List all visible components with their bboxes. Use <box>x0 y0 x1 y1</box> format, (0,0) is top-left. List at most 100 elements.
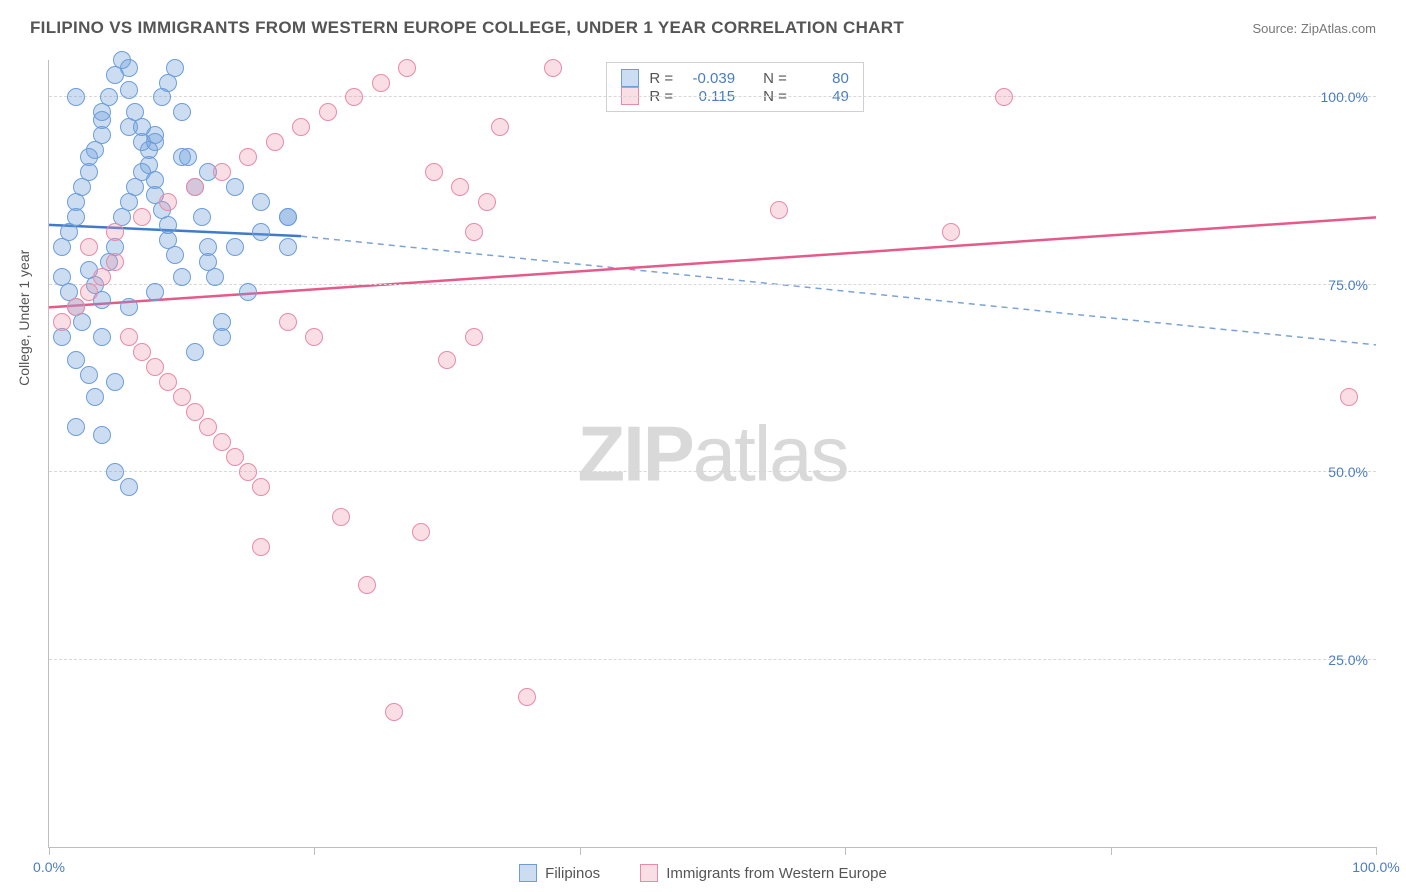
scatter-point <box>133 208 151 226</box>
scatter-point <box>213 313 231 331</box>
scatter-point <box>120 298 138 316</box>
watermark: ZIPatlas <box>577 408 847 499</box>
r-value-series1: -0.039 <box>683 70 735 87</box>
scatter-point <box>133 163 151 181</box>
scatter-point <box>173 103 191 121</box>
scatter-point <box>398 59 416 77</box>
scatter-point <box>193 208 211 226</box>
scatter-point <box>279 238 297 256</box>
scatter-point <box>319 103 337 121</box>
scatter-point <box>173 388 191 406</box>
y-tick-label: 100.0% <box>1321 89 1368 105</box>
scatter-point <box>186 178 204 196</box>
scatter-point <box>106 253 124 271</box>
correlation-stats-box: R = -0.039 N = 80 R = 0.115 N = 49 <box>606 62 864 112</box>
scatter-point <box>491 118 509 136</box>
gridline-h <box>49 659 1376 660</box>
scatter-point <box>1340 388 1358 406</box>
scatter-point <box>146 283 164 301</box>
scatter-point <box>252 478 270 496</box>
scatter-point <box>478 193 496 211</box>
scatter-point <box>67 298 85 316</box>
scatter-point <box>80 283 98 301</box>
legend-swatch-series1 <box>519 864 537 882</box>
scatter-point <box>770 201 788 219</box>
scatter-point <box>67 418 85 436</box>
chart-area: College, Under 1 year ZIPatlas R = -0.03… <box>48 60 1376 848</box>
scatter-point <box>186 343 204 361</box>
scatter-point <box>226 178 244 196</box>
scatter-point <box>106 223 124 241</box>
trend-lines-svg <box>49 60 1376 847</box>
scatter-point <box>166 59 184 77</box>
x-tick <box>845 847 846 855</box>
scatter-point <box>266 133 284 151</box>
scatter-point <box>106 463 124 481</box>
scatter-point <box>199 253 217 271</box>
scatter-point <box>345 88 363 106</box>
scatter-point <box>159 193 177 211</box>
scatter-point <box>213 433 231 451</box>
y-tick-label: 25.0% <box>1328 652 1368 668</box>
scatter-point <box>544 59 562 77</box>
scatter-point <box>213 163 231 181</box>
scatter-point <box>120 118 138 136</box>
scatter-point <box>80 238 98 256</box>
legend-swatch-series2 <box>640 864 658 882</box>
scatter-point <box>186 403 204 421</box>
y-axis-label: College, Under 1 year <box>16 250 32 386</box>
scatter-point <box>93 426 111 444</box>
scatter-point <box>279 208 297 226</box>
scatter-point <box>305 328 323 346</box>
scatter-point <box>451 178 469 196</box>
scatter-point <box>159 373 177 391</box>
scatter-point <box>173 148 191 166</box>
x-tick <box>49 847 50 855</box>
scatter-point <box>372 74 390 92</box>
scatter-point <box>279 313 297 331</box>
scatter-point <box>412 523 430 541</box>
scatter-point <box>173 268 191 286</box>
legend-item-series2: Immigrants from Western Europe <box>640 864 887 882</box>
x-tick <box>1376 847 1377 855</box>
scatter-point <box>146 133 164 151</box>
gridline-h <box>49 96 1376 97</box>
x-tick <box>314 847 315 855</box>
scatter-point <box>465 223 483 241</box>
scatter-point <box>67 88 85 106</box>
scatter-point <box>106 373 124 391</box>
x-tick <box>580 847 581 855</box>
scatter-point <box>239 283 257 301</box>
chart-header: FILIPINO VS IMMIGRANTS FROM WESTERN EURO… <box>0 0 1406 46</box>
scatter-point <box>942 223 960 241</box>
scatter-point <box>425 163 443 181</box>
scatter-point <box>133 343 151 361</box>
plot-region: ZIPatlas R = -0.039 N = 80 R = 0.115 N =… <box>48 60 1376 848</box>
scatter-point <box>332 508 350 526</box>
scatter-point <box>292 118 310 136</box>
swatch-series1 <box>621 69 639 87</box>
scatter-point <box>146 358 164 376</box>
scatter-point <box>226 238 244 256</box>
scatter-point <box>120 328 138 346</box>
scatter-point <box>239 148 257 166</box>
scatter-point <box>385 703 403 721</box>
bottom-legend: Filipinos Immigrants from Western Europe <box>0 864 1406 882</box>
y-tick-label: 50.0% <box>1328 464 1368 480</box>
legend-item-series1: Filipinos <box>519 864 600 882</box>
source-attribution: Source: ZipAtlas.com <box>1252 21 1376 36</box>
scatter-point <box>80 366 98 384</box>
x-tick <box>1111 847 1112 855</box>
n-value-series1: 80 <box>797 70 849 87</box>
scatter-point <box>252 193 270 211</box>
n-label: N = <box>763 70 787 87</box>
scatter-point <box>226 448 244 466</box>
y-tick-label: 75.0% <box>1328 277 1368 293</box>
scatter-point <box>86 388 104 406</box>
scatter-point <box>995 88 1013 106</box>
scatter-point <box>53 313 71 331</box>
stats-row-series1: R = -0.039 N = 80 <box>621 69 849 87</box>
scatter-point <box>120 81 138 99</box>
scatter-point <box>199 418 217 436</box>
scatter-point <box>93 103 111 121</box>
